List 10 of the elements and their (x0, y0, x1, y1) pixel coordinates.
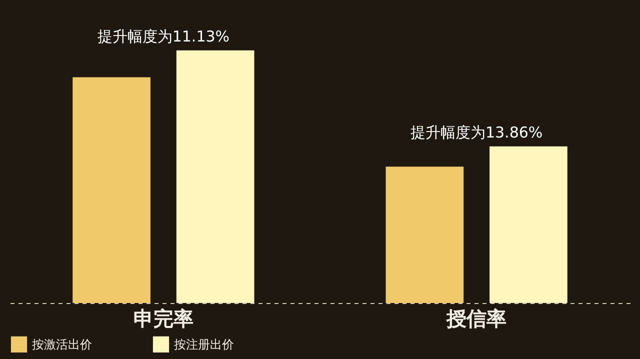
bar (386, 166, 464, 303)
x-tick-label: 申完率 (133, 306, 194, 330)
bar (72, 77, 150, 303)
x-tick-label: 授信率 (446, 306, 507, 330)
text: 提升幅度为11.13% (97, 27, 230, 46)
bar (176, 50, 254, 303)
legend-label: 按注册出价 (174, 337, 234, 352)
legend-label: 按激活出价 (32, 337, 92, 352)
annotation: 提升幅度为13.86% (410, 123, 543, 142)
bar (490, 146, 568, 303)
